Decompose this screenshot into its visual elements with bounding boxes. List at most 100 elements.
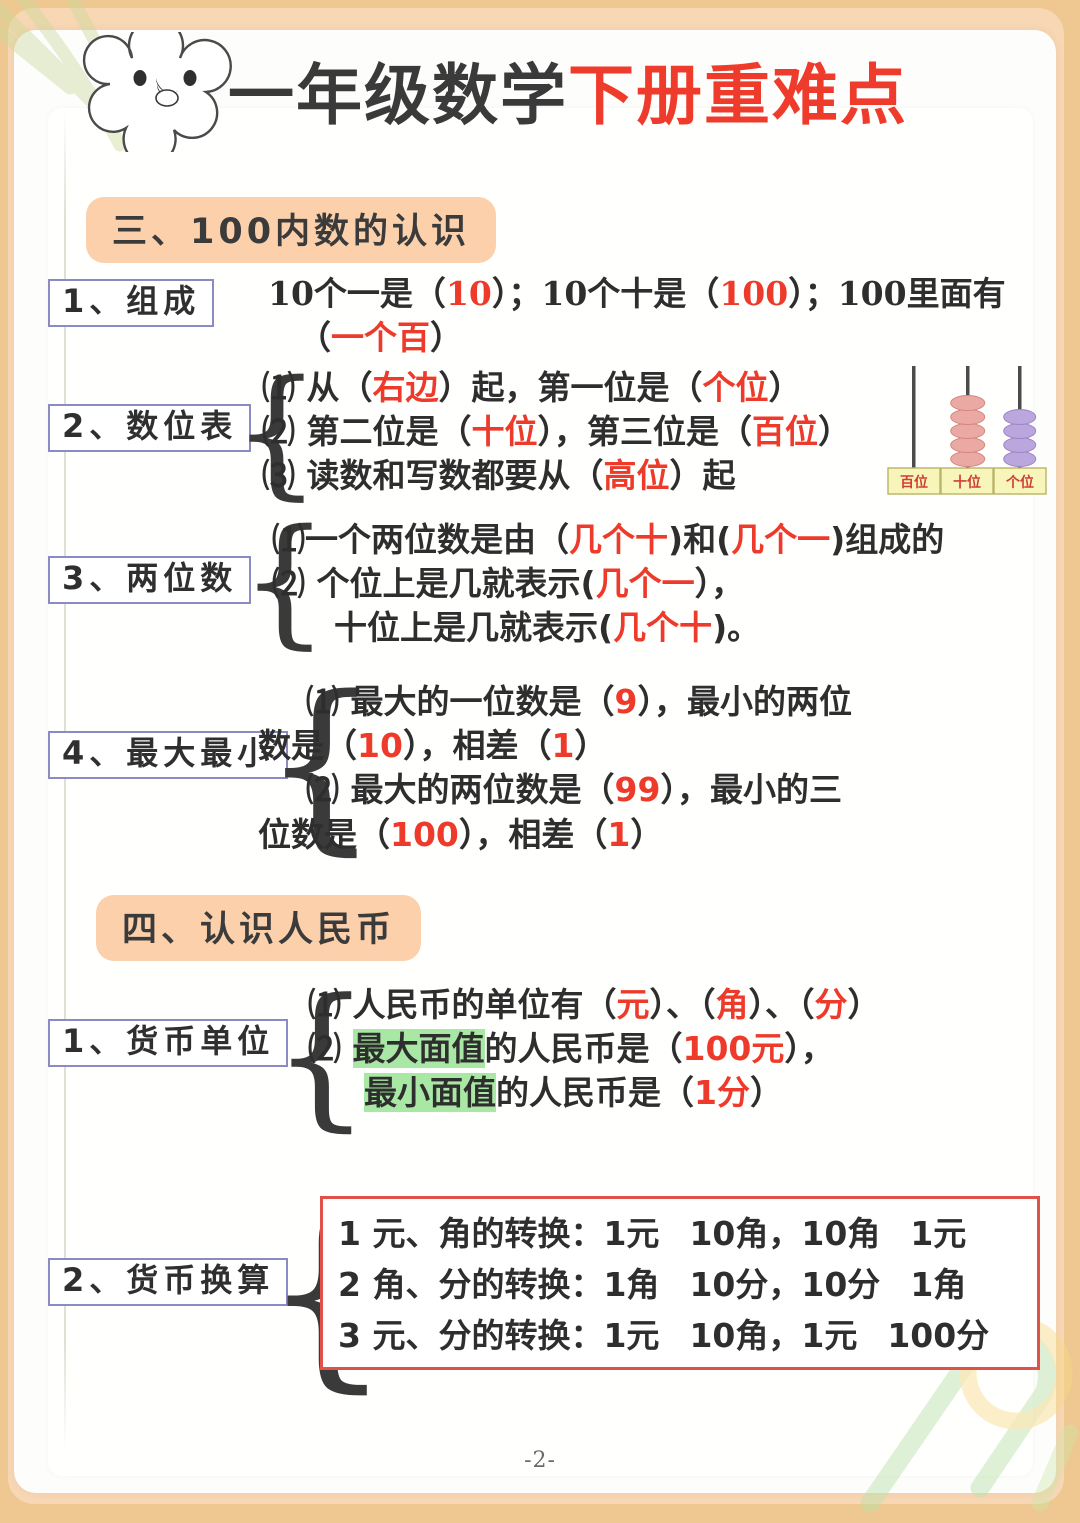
text-run-accent: 几个一 bbox=[595, 564, 695, 604]
row-value-c: 10角 bbox=[801, 1214, 881, 1253]
text-run-accent: 100元 bbox=[682, 1029, 785, 1069]
text-run: ） bbox=[630, 814, 664, 854]
row-number: 2 bbox=[338, 1265, 361, 1305]
text-run-accent: 分 bbox=[814, 985, 848, 1024]
text-run: ），相差（ bbox=[402, 726, 552, 766]
row-value-a: 1角 bbox=[603, 1265, 660, 1305]
text-line: （一个百） bbox=[298, 316, 1006, 360]
conversion-row: 2 角、分的转换：1角 10分，10分 1角 bbox=[338, 1265, 967, 1305]
text-run-accent: 个位 bbox=[702, 368, 769, 407]
text-run: ），最小的两位 bbox=[637, 682, 852, 721]
text-run: ⑵ 第二位是（ bbox=[262, 412, 472, 452]
item-label-composition: 1、组成 bbox=[48, 279, 215, 328]
text-run: ），相差（ bbox=[458, 814, 608, 854]
text-run-accent: 高位 bbox=[603, 456, 670, 496]
row-number: 3 bbox=[338, 1316, 361, 1356]
abacus-label-hundreds: 百位 bbox=[900, 474, 928, 491]
item-label-currency-conversion: 2、货币换算 bbox=[48, 1258, 289, 1307]
text-run-accent: 几个十 bbox=[569, 520, 668, 559]
text-run-accent: 十位 bbox=[471, 412, 538, 452]
text-run: ）起，第一位是（ bbox=[438, 368, 703, 407]
text-run: )组成的 bbox=[830, 520, 945, 559]
currency-conversion-box bbox=[320, 1196, 1040, 1370]
text-run: 10个一是（ bbox=[268, 274, 446, 313]
text-run: ⑴ 最大的一位数是（ bbox=[306, 682, 615, 721]
row-value-d: 1元 bbox=[910, 1214, 967, 1253]
text-run-accent: 1 bbox=[551, 726, 575, 766]
text-run: 数是（ bbox=[258, 726, 357, 766]
text-run-accent: 100 bbox=[719, 274, 789, 313]
row-value-d: 100分 bbox=[887, 1316, 990, 1356]
text-run: ⑴ 人民币的单位有（ bbox=[308, 985, 617, 1024]
row-value-b: 10分 bbox=[689, 1265, 769, 1305]
brace-place-value-table: { bbox=[232, 351, 322, 514]
text-run: 十位上是几就表示( bbox=[334, 608, 614, 648]
page-title-primary: 一年级数学 bbox=[228, 57, 568, 134]
item-label-place-value-table: 2、数位表 bbox=[48, 404, 252, 453]
text-run-accent: 9 bbox=[614, 682, 638, 721]
text-run: 的人民币是（ bbox=[496, 1073, 694, 1113]
text-run: )。 bbox=[712, 608, 761, 648]
conversion-row: 3 元、分的转换：1元 10角，1元 100分 bbox=[338, 1316, 990, 1356]
text-run: ⑴ 从（ bbox=[262, 368, 373, 407]
item-label-max-min: 4、最大最小 bbox=[48, 731, 289, 780]
text-run-accent: 10 bbox=[445, 274, 492, 313]
text-line: ⑴ 从（右边）起，第一位是（个位） bbox=[262, 366, 851, 410]
document-header: 一年级数学下册重难点 bbox=[0, 22, 1080, 152]
text-run: ）起 bbox=[669, 456, 736, 496]
text-line: ⑵ 个位上是几就表示(几个一）， bbox=[272, 562, 944, 606]
brace-two-digit-number: { bbox=[240, 500, 330, 663]
text-run: ） bbox=[818, 412, 851, 452]
text-run-accent: 一个百 bbox=[331, 318, 430, 358]
row-value-b: 10角 bbox=[689, 1316, 769, 1356]
row-value-d: 1角 bbox=[910, 1265, 967, 1305]
text-run-accent: 百位 bbox=[752, 412, 818, 452]
text-line: 十位上是几就表示(几个十)。 bbox=[334, 606, 944, 650]
page-title: 一年级数学下册重难点 bbox=[228, 42, 908, 138]
text-run-accent: 元 bbox=[616, 985, 650, 1024]
text-line: ⑵ 最大面值的人民币是（100元）， bbox=[308, 1027, 881, 1071]
item-body-place-value-table: ⑴ 从（右边）起，第一位是（个位） ⑵ 第二位是（十位），第三位是（百位） ⑶ … bbox=[262, 366, 851, 499]
text-run-accent: 1分 bbox=[694, 1073, 750, 1113]
text-run: ）， bbox=[784, 1029, 834, 1069]
text-line: 10个一是（10）；10个十是（100）；100里面有 bbox=[268, 272, 1006, 316]
text-run-accent: 几个一 bbox=[731, 520, 831, 559]
text-line: ⑴ 最大的一位数是（9），最小的两位 bbox=[306, 680, 852, 724]
text-run-accent: 角 bbox=[715, 985, 749, 1024]
row-number: 1 bbox=[338, 1214, 361, 1253]
page-title-accent: 下册重难点 bbox=[568, 57, 908, 134]
text-run: ⑵ 个位上是几就表示( bbox=[272, 564, 596, 604]
text-run: ） bbox=[749, 1073, 783, 1113]
text-line: ⑵ 第二位是（十位），第三位是（百位） bbox=[262, 410, 851, 454]
text-run: ⑴一个两位数是由（ bbox=[272, 520, 569, 559]
page-fold-line bbox=[64, 110, 66, 1450]
text-run: ） bbox=[847, 985, 881, 1024]
item-label-two-digit-number: 3、两位数 bbox=[48, 556, 252, 605]
text-run: )和( bbox=[668, 520, 732, 559]
text-run: ⑵ 最大的两位数是（ bbox=[306, 770, 615, 810]
text-run: ） bbox=[430, 318, 463, 358]
conversion-row: 1 元、角的转换：1元 10角，10角 1元 bbox=[338, 1214, 967, 1253]
text-line: 最小面值的人民币是（1分） bbox=[364, 1071, 881, 1115]
brace-max-min: { bbox=[262, 656, 380, 872]
text-line: 位数是（100），相差（1） bbox=[258, 813, 852, 857]
text-line: 数是（10），相差（1） bbox=[258, 724, 852, 768]
text-line: ⑴ 人民币的单位有（元）、（角）、（分） bbox=[308, 983, 881, 1027]
abacus-label-tens: 十位 bbox=[953, 474, 981, 491]
item-body-two-digit-number: ⑴一个两位数是由（几个十)和(几个一)组成的 ⑵ 个位上是几就表示(几个一）， … bbox=[272, 518, 944, 651]
text-run: ⑶ 读数和写数都要从（ bbox=[262, 456, 604, 496]
row-value-a: 1元 bbox=[603, 1214, 660, 1253]
text-run-highlighted: 最小面值 bbox=[364, 1073, 496, 1113]
text-run-accent: 几个十 bbox=[613, 608, 713, 648]
text-run: ） bbox=[574, 726, 608, 766]
text-run: ） bbox=[768, 368, 802, 407]
text-run-accent: 100 bbox=[390, 814, 459, 854]
text-line: ⑵ 最大的两位数是（99），最小的三 bbox=[306, 768, 852, 812]
text-run: ）；10个十是（ bbox=[491, 274, 720, 313]
item-body-max-min: ⑴ 最大的一位数是（9），最小的两位 数是（10），相差（1） ⑵ 最大的两位数… bbox=[258, 680, 852, 857]
section-header-4: 四、认识人民币 bbox=[96, 895, 422, 961]
place-value-abacus: 百位 十位 个位 bbox=[887, 366, 1047, 495]
row-value-c: 1元 bbox=[801, 1316, 858, 1356]
text-line: ⑴一个两位数是由（几个十)和(几个一)组成的 bbox=[272, 518, 944, 562]
text-run-accent: 右边 bbox=[372, 368, 439, 407]
